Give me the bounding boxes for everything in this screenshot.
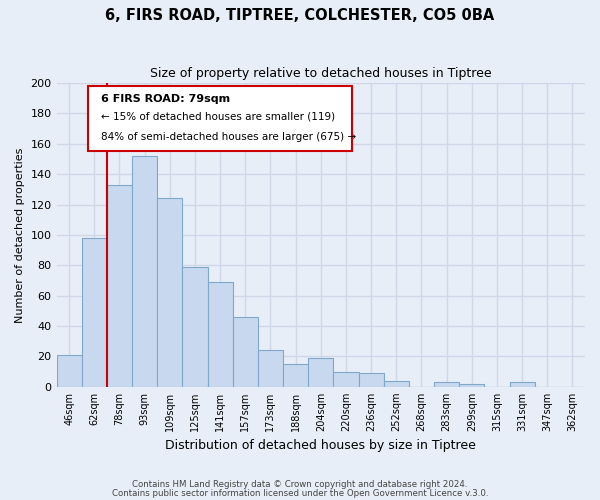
Text: 6, FIRS ROAD, TIPTREE, COLCHESTER, CO5 0BA: 6, FIRS ROAD, TIPTREE, COLCHESTER, CO5 0… [106,8,494,22]
Text: 84% of semi-detached houses are larger (675) →: 84% of semi-detached houses are larger (… [101,132,356,141]
Y-axis label: Number of detached properties: Number of detached properties [15,147,25,322]
Bar [334,372,359,387]
Bar [283,364,308,387]
Bar [509,382,535,387]
Bar [82,238,107,387]
Text: ← 15% of detached houses are smaller (119): ← 15% of detached houses are smaller (11… [101,112,335,122]
Text: 6 FIRS ROAD: 79sqm: 6 FIRS ROAD: 79sqm [101,94,230,104]
Bar [383,380,409,387]
Bar [157,198,182,387]
Title: Size of property relative to detached houses in Tiptree: Size of property relative to detached ho… [150,68,491,80]
Text: Contains HM Land Registry data © Crown copyright and database right 2024.: Contains HM Land Registry data © Crown c… [132,480,468,489]
X-axis label: Distribution of detached houses by size in Tiptree: Distribution of detached houses by size … [166,440,476,452]
Bar [208,282,233,387]
Bar [258,350,283,387]
Bar [56,355,82,387]
Bar [132,156,157,387]
Bar [308,358,334,387]
Bar [182,267,208,387]
Bar [107,185,132,387]
FancyBboxPatch shape [88,86,352,152]
Bar [459,384,484,387]
Bar [434,382,459,387]
Bar [233,317,258,387]
Text: Contains public sector information licensed under the Open Government Licence v.: Contains public sector information licen… [112,490,488,498]
Bar [359,373,383,387]
